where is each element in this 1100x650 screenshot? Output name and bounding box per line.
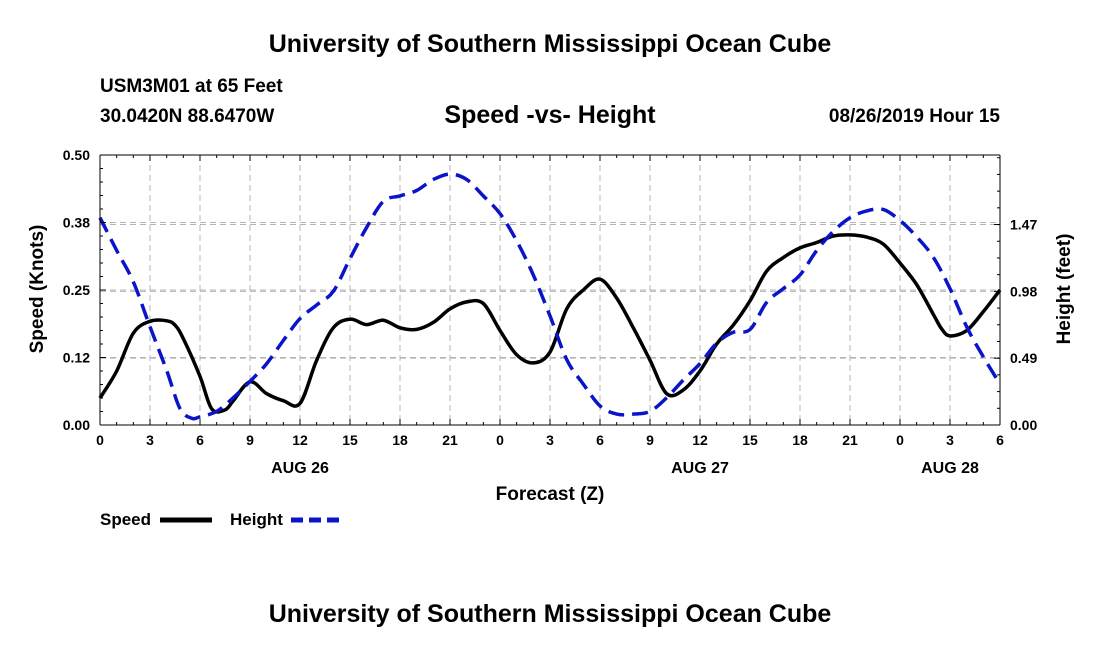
y2-tick-label: 0.98 xyxy=(1010,283,1037,299)
x-tick-label: 6 xyxy=(996,432,1004,448)
date-label: AUG 26 xyxy=(271,460,329,477)
legend: Speed Height xyxy=(100,510,343,529)
y2-tick-label: 0.49 xyxy=(1010,350,1037,366)
footer-title: University of Southern Mississippi Ocean… xyxy=(268,600,832,628)
x-tick-label: 9 xyxy=(246,432,254,448)
x-axis-title: Forecast (Z) xyxy=(496,484,605,505)
x-tick-label: 18 xyxy=(392,432,408,448)
series-layer xyxy=(98,172,1002,421)
y-tick-label: 0.25 xyxy=(63,282,90,298)
y-tick-label: 0.00 xyxy=(63,417,90,433)
coordinates-label: 30.0420N 88.6470W xyxy=(100,106,275,127)
grid-layer xyxy=(100,155,1000,425)
x-tick-label: 3 xyxy=(946,432,954,448)
label-layer: 0 3 6 9 12 15 18 21 0 3 6 9 12 15 18 21 0 3 6 0.00 0.12 0.25 0… xyxy=(63,147,1038,477)
y2-tick-label: 0.00 xyxy=(1010,417,1037,433)
x-tick-label: 6 xyxy=(596,432,604,448)
y2-tick-label: 1.47 xyxy=(1010,217,1037,233)
x-tick-label: 15 xyxy=(742,432,758,448)
series-line-height xyxy=(98,172,1002,421)
y-axis-title-right: Height (feet) xyxy=(1054,234,1075,345)
x-tick-label: 21 xyxy=(842,432,858,448)
x-tick-label: 3 xyxy=(146,432,154,448)
x-tick-label: 9 xyxy=(646,432,654,448)
x-tick-label: 6 xyxy=(196,432,204,448)
page-title: University of Southern Mississippi Ocean… xyxy=(268,30,832,58)
x-tick-label: 0 xyxy=(96,432,104,448)
x-tick-label: 21 xyxy=(442,432,458,448)
series-line-speed xyxy=(98,233,1002,414)
x-tick-label: 12 xyxy=(692,432,708,448)
x-tick-label: 0 xyxy=(496,432,504,448)
chart-subtitle: Speed -vs- Height xyxy=(444,101,656,129)
y-axis-title-left: Speed (Knots) xyxy=(27,225,48,354)
x-tick-label: 3 xyxy=(546,432,554,448)
x-tick-label: 15 xyxy=(342,432,358,448)
station-label: USM3M01 at 65 Feet xyxy=(100,76,283,97)
x-tick-label: 0 xyxy=(896,432,904,448)
legend-label-speed: Speed xyxy=(100,510,151,529)
date-label: AUG 28 xyxy=(921,460,979,477)
y-tick-label: 0.38 xyxy=(63,215,90,231)
date-label: AUG 27 xyxy=(671,460,729,477)
x-tick-label: 18 xyxy=(792,432,808,448)
y-tick-label: 0.12 xyxy=(63,350,90,366)
forecast-timestamp: 08/26/2019 Hour 15 xyxy=(828,106,1000,127)
x-tick-label: 12 xyxy=(292,432,308,448)
y-tick-label: 0.50 xyxy=(63,147,90,163)
frame-layer xyxy=(99,154,1001,426)
legend-label-height: Height xyxy=(230,510,283,529)
